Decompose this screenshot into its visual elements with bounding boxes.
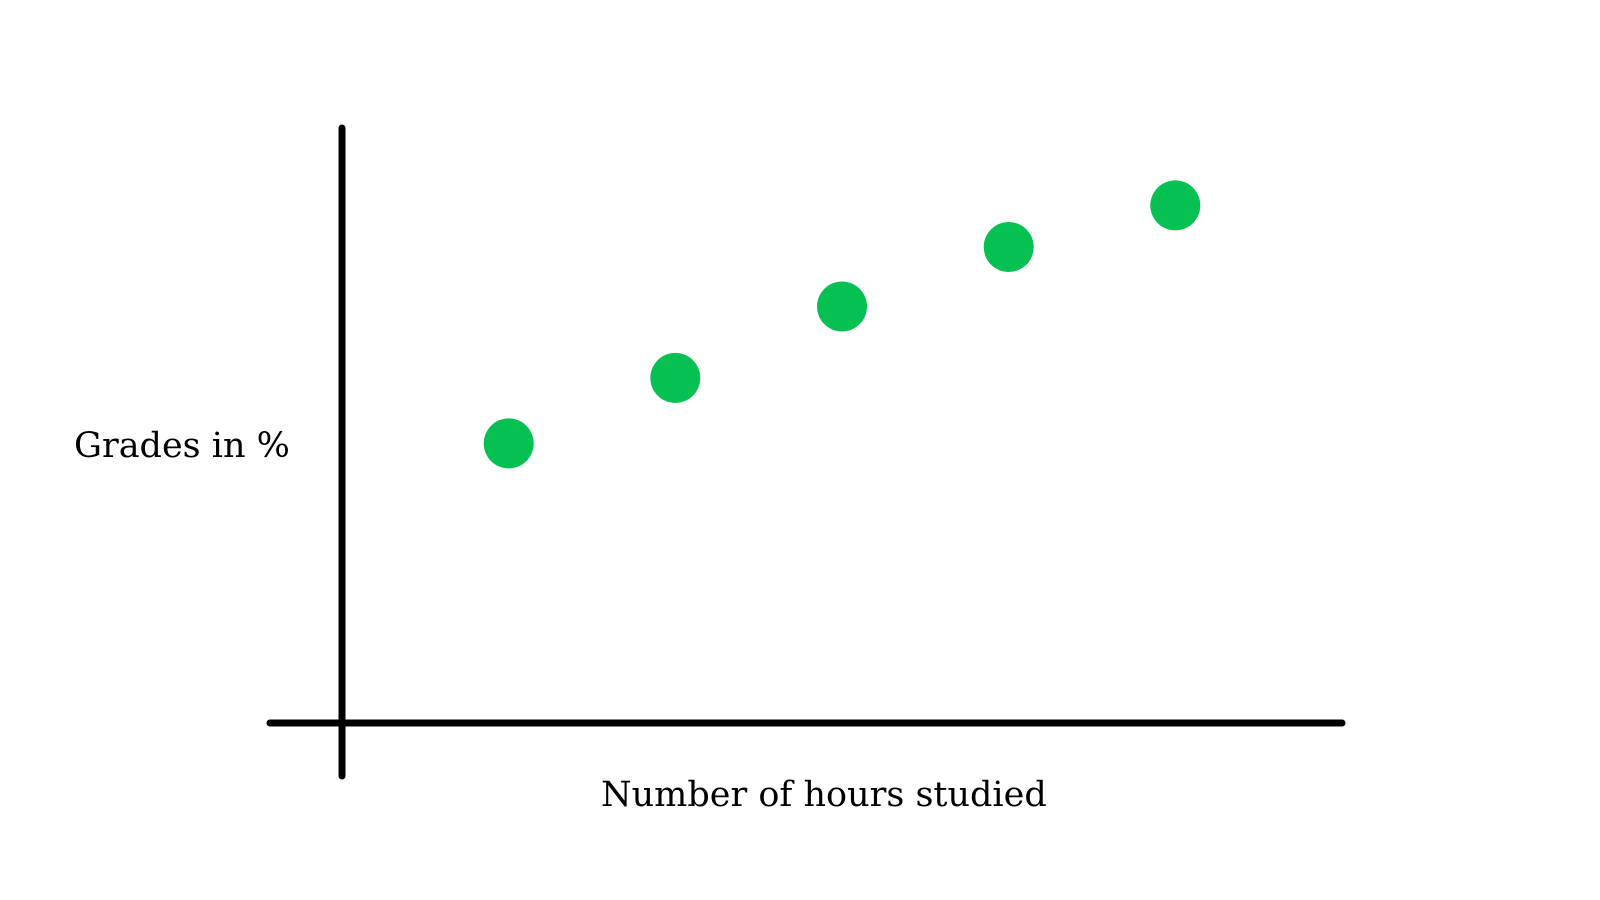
x-axis-label: Number of hours studied (601, 775, 1047, 815)
data-point-2 (650, 352, 701, 403)
y-axis-label: Grades in % (74, 426, 290, 466)
chart-axes (266, 124, 1346, 780)
data-point-5 (1150, 180, 1201, 231)
data-point-3 (817, 281, 867, 332)
scatter-points (483, 180, 1201, 469)
data-point-1 (483, 418, 534, 469)
data-point-4 (983, 222, 1034, 272)
